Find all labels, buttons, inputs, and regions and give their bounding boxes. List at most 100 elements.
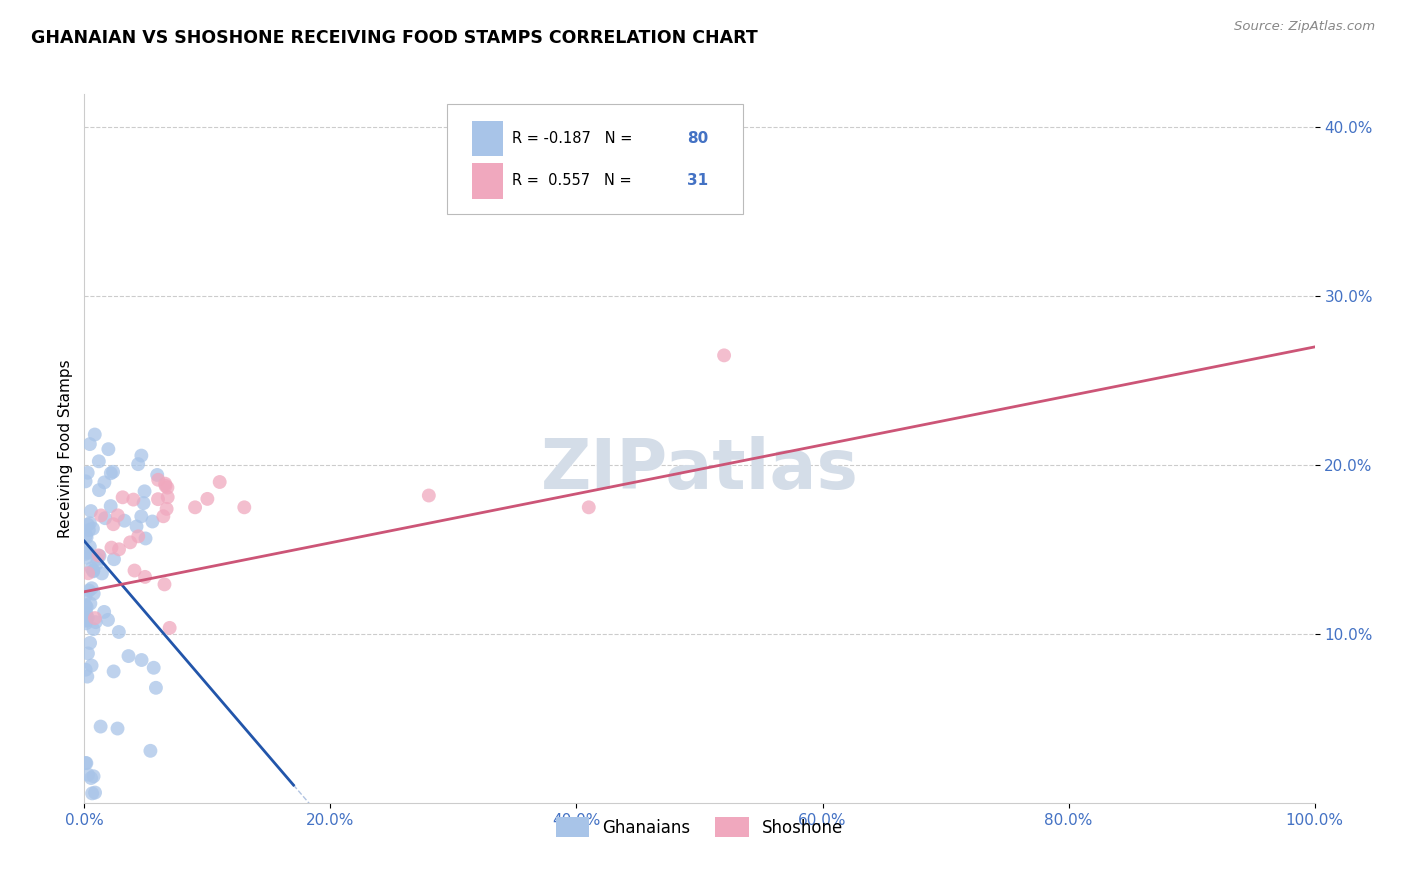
Point — [111, 491, 134, 505]
Y-axis label: Receiving Food Stamps: Receiving Food Stamps — [58, 359, 73, 538]
Text: ZIPatlas: ZIPatlas — [540, 436, 859, 503]
Point — [153, 476, 176, 491]
Point — [75, 547, 97, 561]
Point — [103, 517, 125, 532]
Point — [75, 550, 97, 565]
Point — [87, 549, 110, 563]
Point — [86, 552, 108, 566]
Point — [77, 523, 100, 537]
Point — [131, 449, 153, 463]
Point — [103, 665, 125, 679]
Point — [117, 649, 139, 664]
Point — [75, 613, 97, 627]
Point — [82, 564, 104, 578]
Point — [127, 529, 149, 543]
Point — [76, 517, 98, 532]
Point — [152, 509, 174, 524]
Point — [82, 622, 104, 636]
Point — [155, 479, 177, 493]
Point — [108, 625, 131, 640]
Point — [132, 496, 155, 510]
Point — [76, 600, 98, 615]
Point — [418, 489, 440, 503]
Point — [159, 621, 181, 635]
Point — [141, 515, 163, 529]
Point — [93, 475, 115, 490]
Point — [145, 681, 167, 695]
Point — [75, 616, 97, 631]
Point — [75, 589, 97, 603]
Point — [80, 581, 103, 595]
Point — [80, 504, 103, 518]
Point — [79, 437, 101, 451]
Point — [76, 530, 98, 544]
Point — [80, 561, 103, 575]
Point — [76, 670, 98, 684]
Point — [100, 499, 122, 513]
Point — [91, 566, 114, 581]
Text: GHANAIAN VS SHOSHONE RECEIVING FOOD STAMPS CORRELATION CHART: GHANAIAN VS SHOSHONE RECEIVING FOOD STAM… — [31, 29, 758, 46]
Point — [76, 610, 98, 624]
Point — [87, 483, 110, 497]
Point — [713, 348, 735, 362]
Point — [77, 545, 100, 559]
Point — [146, 467, 169, 482]
Point — [83, 769, 105, 783]
Point — [76, 466, 98, 480]
Point — [156, 490, 179, 504]
Point — [142, 661, 165, 675]
Point — [75, 613, 97, 627]
Point — [197, 491, 219, 506]
Point — [84, 786, 107, 800]
Point — [75, 613, 97, 627]
Point — [77, 647, 100, 661]
Point — [184, 500, 207, 515]
Point — [134, 484, 156, 499]
Point — [94, 511, 117, 525]
Point — [101, 465, 124, 479]
Point — [75, 607, 97, 621]
Point — [156, 481, 179, 495]
Point — [100, 541, 122, 555]
Point — [75, 756, 97, 771]
Point — [127, 457, 149, 471]
Point — [97, 442, 120, 457]
Point — [79, 540, 101, 554]
Point — [87, 454, 110, 468]
Text: 31: 31 — [688, 173, 709, 188]
Point — [86, 557, 108, 571]
Point — [84, 611, 107, 625]
Text: R = -0.187   N =: R = -0.187 N = — [513, 131, 637, 145]
Point — [82, 522, 104, 536]
Point — [75, 599, 97, 613]
Point — [124, 564, 146, 578]
Point — [93, 605, 115, 619]
Point — [120, 535, 142, 549]
Point — [75, 614, 97, 628]
Point — [89, 549, 111, 563]
Point — [208, 475, 231, 489]
Point — [77, 767, 100, 781]
Point — [125, 519, 148, 533]
Point — [83, 587, 105, 601]
Point — [79, 516, 101, 531]
Point — [75, 475, 97, 489]
Point — [131, 653, 153, 667]
Point — [103, 552, 125, 566]
Point — [79, 636, 101, 650]
Point — [75, 528, 97, 542]
Point — [578, 500, 600, 515]
Point — [82, 565, 104, 579]
Point — [77, 583, 100, 598]
Point — [80, 771, 103, 785]
Point — [75, 663, 97, 677]
Point — [156, 501, 179, 516]
Point — [80, 658, 103, 673]
Point — [108, 542, 131, 557]
Point — [107, 722, 129, 736]
Bar — [472, 120, 503, 156]
Point — [148, 473, 170, 487]
Point — [129, 509, 152, 524]
Point — [83, 427, 105, 442]
Point — [135, 532, 157, 546]
